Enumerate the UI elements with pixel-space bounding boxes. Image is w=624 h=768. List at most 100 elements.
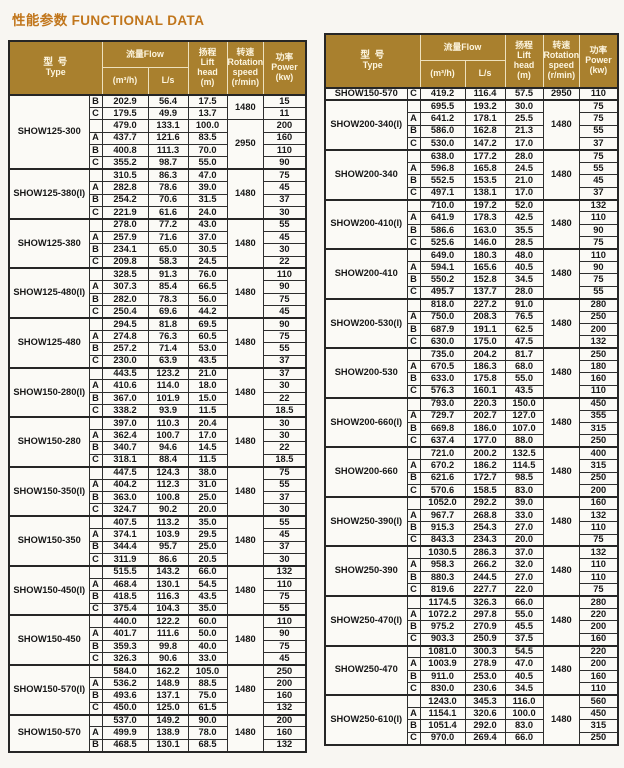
flow-ls-cell: 254.3 (464, 521, 506, 535)
trim-letter-cell (88, 614, 103, 629)
flow-m3h-cell: 586.6 (419, 223, 466, 238)
lift-head-cell: 56.0 (187, 292, 228, 307)
trim-letter-cell (406, 545, 421, 560)
trim-letter-cell: B (88, 93, 103, 108)
functional-data-table-left: 型 号 Type 流量Flow 扬程 Lift head (m) 转速 Rotation spee… (8, 40, 307, 753)
trim-letter-cell: C (88, 503, 103, 517)
lift-head-cell: 37.0 (187, 230, 228, 245)
trim-letter-cell: A (88, 131, 103, 146)
power-cell: 75 (263, 639, 307, 654)
power-cell: 75 (263, 292, 307, 307)
trim-letter-cell: A (88, 528, 103, 542)
trim-letter-cell (88, 416, 103, 431)
flow-m3h-cell: 1003.9 (419, 657, 466, 671)
rotation-speed-cell: 1480 (542, 297, 581, 349)
power-cell: 110 (579, 682, 619, 696)
lift-head-cell: 78.0 (187, 726, 228, 740)
flow-ls-cell: 268.8 (464, 508, 506, 523)
flow-ls-cell: 138.9 (147, 726, 189, 740)
trim-letter-cell: A (406, 707, 421, 721)
flow-m3h-cell: 594.1 (419, 260, 466, 275)
pump-type-cell: SHOW125-480(I) (8, 267, 90, 319)
col-header-lift-head-line: Lift (200, 57, 215, 68)
flow-m3h-cell: 536.2 (101, 676, 149, 691)
lift-head-cell: 35.0 (187, 515, 228, 530)
lift-head-cell: 28.0 (504, 285, 544, 300)
table-row: A 374.1 103.9 29.5 45 (9, 528, 307, 542)
flow-ls-cell: 98.7 (147, 156, 189, 170)
flow-m3h-cell: 362.4 (101, 429, 149, 443)
col-header-power-line: Power (585, 55, 612, 66)
flow-ls-cell: 86.3 (147, 168, 189, 183)
rotation-speed-cell: 1480 (226, 267, 265, 319)
lift-head-cell: 39.0 (187, 181, 228, 195)
table-body: SHOW125-300 B 202.9 56.4 17.5 1480 15 C 179.5 49.… (8, 93, 307, 753)
flow-m3h-cell: 1072.2 (419, 607, 466, 622)
trim-letter-cell (88, 168, 103, 183)
table-row: SHOW250-470(I) 1174.5 326.3 66.0 1480 280 (324, 594, 619, 647)
trim-letter-cell: A (406, 459, 421, 473)
power-cell: 200 (263, 713, 307, 728)
power-cell: 110 (579, 384, 619, 399)
col-header-power-line: (kw) (275, 71, 294, 82)
pump-type-cell: SHOW250-390 (324, 545, 408, 597)
table-row: B 586.0 162.8 21.3 55 (325, 124, 619, 139)
flow-ls-cell: 270.9 (464, 620, 506, 634)
flow-m3h-cell: 843.3 (419, 533, 466, 547)
flow-m3h-cell: 670.2 (419, 459, 466, 473)
power-cell: 22 (263, 391, 307, 406)
table-row: B 550.2 152.8 34.5 75 (325, 273, 619, 287)
table-row: SHOW200-660 721.0 200.2 132.5 1480 400 (324, 446, 619, 498)
flow-m3h-cell: 915.3 (419, 521, 466, 535)
rotation-speed-cell: 1480 (226, 168, 265, 220)
flow-ls-cell: 90.6 (147, 652, 189, 666)
flow-ls-cell: 104.3 (147, 602, 189, 616)
col-header-rotation-speed-line: 转速 (236, 47, 255, 58)
flow-ls-cell: 234.3 (464, 533, 506, 547)
flow-m3h-cell: 515.5 (101, 564, 149, 579)
trim-letter-cell: A (88, 181, 103, 195)
power-cell: 160 (263, 689, 307, 703)
table-row: C 576.3 160.1 43.5 110 (325, 384, 619, 399)
table-row: C 819.6 227.7 22.0 75 (325, 583, 619, 597)
flow-ls-cell: 292.0 (464, 719, 506, 733)
flow-ls-cell: 178.3 (464, 211, 506, 225)
trim-letter-cell (406, 347, 421, 362)
col-header-lift-head-line: head (197, 67, 218, 77)
table-row: C 495.7 137.7 28.0 55 (325, 285, 619, 300)
lift-head-cell: 29.5 (187, 528, 228, 542)
flow-m3h-cell: 1030.5 (419, 545, 466, 560)
power-cell: 75 (579, 112, 619, 126)
flow-ls-cell: 125.0 (147, 701, 189, 716)
flow-m3h-cell: 497.1 (419, 186, 466, 201)
power-cell: 75 (263, 168, 307, 183)
page-title-zh: 性能参数 (12, 13, 68, 28)
flow-m3h-cell: 479.0 (101, 119, 149, 133)
lift-head-cell: 18.0 (187, 379, 228, 393)
flow-m3h-cell: 274.8 (101, 329, 149, 344)
flow-ls-cell: 143.2 (147, 564, 189, 579)
trim-letter-cell (88, 713, 103, 728)
flow-m3h-cell: 793.0 (419, 396, 466, 411)
trim-letter-cell: B (406, 273, 421, 287)
trim-letter-cell: C (406, 186, 421, 201)
trim-letter-cell: C (88, 404, 103, 418)
flow-m3h-cell: 340.7 (101, 441, 149, 455)
flow-m3h-cell: 221.9 (101, 205, 149, 220)
trim-letter-cell: C (406, 384, 421, 399)
table-row: B 254.2 70.6 31.5 37 (9, 193, 307, 208)
power-cell: 75 (579, 533, 619, 547)
flow-ls-cell: 112.3 (147, 478, 189, 493)
flow-m3h-cell: 1052.0 (419, 495, 466, 510)
flow-m3h-cell: 710.0 (419, 198, 466, 213)
lift-head-cell: 105.0 (187, 663, 228, 678)
flow-m3h-cell: 649.0 (419, 248, 466, 262)
flow-ls-cell: 94.6 (147, 441, 189, 455)
pump-type-cell: SHOW150-450(I) (8, 564, 90, 616)
trim-letter-cell: B (88, 243, 103, 257)
flow-ls-cell: 65.0 (147, 243, 189, 257)
lift-head-cell: 70.0 (187, 144, 228, 158)
power-cell: 55 (263, 217, 307, 232)
flow-ls-cell: 146.0 (464, 236, 506, 250)
trim-letter-cell (88, 564, 103, 579)
